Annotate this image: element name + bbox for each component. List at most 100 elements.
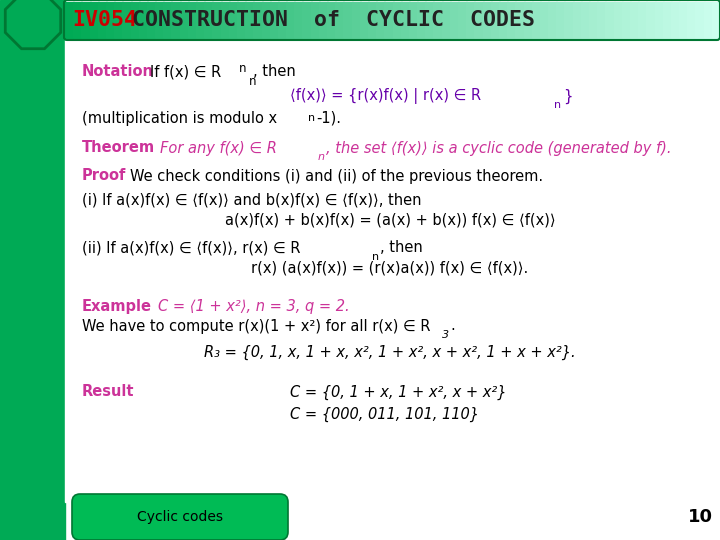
Bar [458,2,467,38]
Text: .: . [450,319,455,334]
Bar [98,2,107,38]
Bar [204,2,213,38]
Bar [557,2,565,38]
Bar [712,2,720,38]
Text: , then: , then [253,64,296,79]
Bar [286,2,295,38]
Bar [507,2,516,38]
Bar [212,2,222,38]
Text: (multiplication is modulo x: (multiplication is modulo x [82,111,277,125]
Bar [581,2,590,38]
Text: Proof: Proof [82,168,127,184]
Text: -1).: -1). [316,111,341,125]
Bar [531,2,541,38]
Bar [671,2,680,38]
Bar [327,2,336,38]
Bar [433,2,443,38]
Bar [392,2,402,38]
Bar [253,2,263,38]
Bar [351,2,361,38]
Text: }: } [563,89,572,104]
Bar [278,2,287,38]
Polygon shape [5,0,60,49]
Bar [147,2,156,38]
Bar [426,2,434,38]
Bar [417,2,426,38]
Bar [516,2,524,38]
Bar [703,2,713,38]
Bar [606,2,615,38]
Bar [548,2,557,38]
Bar [360,2,369,38]
Bar [376,2,385,38]
Text: If f(x) ∈ R: If f(x) ∈ R [150,64,221,79]
Text: r(x) (a(x)f(x)) = (r(x)a(x)) f(x) ∈ ⟨f(x)⟩.: r(x) (a(x)f(x)) = (r(x)a(x)) f(x) ∈ ⟨f(x… [251,260,528,275]
Bar [613,2,623,38]
Bar [81,2,91,38]
Text: a(x)f(x) + b(x)f(x) = (a(x) + b(x)) f(x) ∈ ⟨f(x)⟩: a(x)f(x) + b(x)f(x) = (a(x) + b(x)) f(x)… [225,213,555,227]
Bar [441,2,451,38]
Text: 10: 10 [688,508,713,526]
Bar [647,2,655,38]
Text: R₃ = {0, 1, x, 1 + x, x², 1 + x², x + x², 1 + x + x²}.: R₃ = {0, 1, x, 1 + x, x², 1 + x², x + x²… [204,345,576,360]
Bar [65,2,74,38]
Text: ⟨f(x)⟩ = {r(x)f(x) | r(x) ∈ R: ⟨f(x)⟩ = {r(x)f(x) | r(x) ∈ R [290,88,481,104]
Bar [245,2,254,38]
Text: n: n [249,75,256,88]
Bar [89,2,99,38]
Text: Cyclic codes: Cyclic codes [137,510,223,524]
Text: Result: Result [82,384,135,400]
Bar [237,2,246,38]
Bar [65,40,720,502]
Bar [188,2,197,38]
Bar [114,2,123,38]
Bar [696,2,705,38]
Bar [564,2,574,38]
Text: We have to compute r(x)(1 + x²) for all r(x) ∈ R: We have to compute r(x)(1 + x²) for all … [82,319,431,334]
Bar [466,2,475,38]
Text: n: n [372,252,379,262]
Bar [319,2,328,38]
Bar [491,2,500,38]
Bar [654,2,664,38]
Bar [474,2,484,38]
Bar [630,2,639,38]
Bar [179,2,189,38]
Bar [294,2,303,38]
Bar [261,2,271,38]
Bar [409,2,418,38]
Bar [196,2,205,38]
Bar [343,2,353,38]
Text: 3: 3 [442,330,449,340]
Bar [130,2,140,38]
Bar [499,2,508,38]
Bar [310,2,320,38]
Text: C = {000, 011, 101, 110}: C = {000, 011, 101, 110} [290,407,479,422]
Bar [220,2,230,38]
Bar [270,2,279,38]
Bar [139,2,148,38]
Bar [384,2,394,38]
Bar [482,2,492,38]
Bar [163,2,172,38]
Bar [540,2,549,38]
Bar [523,2,533,38]
Text: n: n [318,152,325,162]
Text: CONSTRUCTION  of  CYCLIC  CODES: CONSTRUCTION of CYCLIC CODES [132,10,535,30]
Text: (ii) If a(x)f(x) ∈ ⟨f(x)⟩, r(x) ∈ R: (ii) If a(x)f(x) ∈ ⟨f(x)⟩, r(x) ∈ R [82,240,300,255]
Text: For any f(x) ∈ R: For any f(x) ∈ R [160,140,277,156]
Bar [155,2,164,38]
Bar [336,2,344,38]
Text: n: n [239,62,246,75]
Bar [589,2,598,38]
Bar [450,2,459,38]
Text: Theorem: Theorem [82,140,155,156]
Text: (i) If a(x)f(x) ∈ ⟨f(x)⟩ and b(x)f(x) ∈ ⟨f(x)⟩, then: (i) If a(x)f(x) ∈ ⟨f(x)⟩ and b(x)f(x) ∈ … [82,192,421,207]
Text: , the set ⟨f(x)⟩ is a cyclic code (generated by f).: , the set ⟨f(x)⟩ is a cyclic code (gener… [326,140,672,156]
Bar [679,2,688,38]
Bar [688,2,696,38]
Bar [106,2,115,38]
Bar [572,2,582,38]
Bar [638,2,647,38]
Bar [171,2,181,38]
